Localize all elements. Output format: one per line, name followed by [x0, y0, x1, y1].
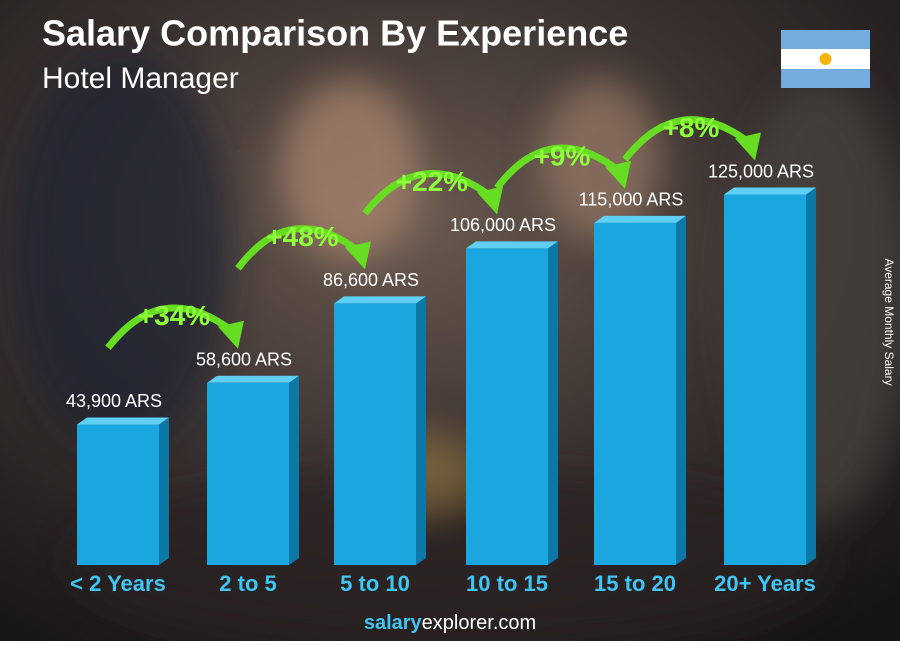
value-label: 86,600 ARS — [323, 270, 419, 290]
flag — [781, 30, 870, 88]
footer-bold: salary — [364, 612, 423, 634]
change-arrow — [362, 170, 494, 216]
x-tick-label: 5 to 10 — [340, 571, 410, 596]
bar — [594, 222, 676, 566]
footer: salaryexplorer.com — [364, 612, 536, 634]
bar — [77, 424, 159, 565]
change-arrowhead — [605, 160, 631, 189]
change-label: +34% — [138, 300, 210, 331]
bar-top — [724, 187, 816, 195]
change-arrowhead — [345, 241, 371, 270]
change-arrow — [494, 144, 622, 190]
bar-top — [466, 241, 558, 249]
bar-top — [334, 296, 426, 304]
change-arrow — [622, 116, 752, 162]
value-label: 43,900 ARS — [66, 391, 162, 411]
bar — [724, 194, 806, 565]
bar-side — [289, 375, 299, 565]
x-tick-label: 15 to 20 — [594, 571, 676, 596]
bar-top — [594, 215, 686, 223]
value-label: 58,600 ARS — [196, 350, 292, 370]
bar-top — [207, 375, 299, 383]
bar — [466, 248, 548, 565]
bar — [207, 382, 289, 565]
change-label: +9% — [534, 140, 591, 171]
bar-side — [548, 241, 558, 565]
x-tick-label: 10 to 15 — [466, 571, 548, 596]
bar-side — [416, 296, 426, 565]
x-tick-label: 2 to 5 — [219, 571, 276, 596]
change-arrowhead — [218, 320, 244, 349]
value-label: 125,000 ARS — [708, 161, 814, 181]
change-label: +48% — [266, 221, 338, 252]
y-axis-label: Average Monthly Salary — [882, 258, 896, 385]
value-label: 115,000 ARS — [579, 190, 684, 210]
bar-side — [806, 187, 816, 565]
value-label: 106,000 ARS — [450, 215, 556, 235]
footer-rest: explorer.com — [422, 612, 537, 634]
chart-subtitle: Hotel Manager — [42, 62, 239, 95]
change-arrow — [235, 225, 362, 271]
bar-top — [77, 417, 169, 425]
bar-side — [159, 417, 169, 565]
change-label: +8% — [663, 112, 720, 143]
change-label: +22% — [396, 166, 468, 197]
x-tick-label: 20+ Years — [714, 571, 816, 596]
bar — [334, 303, 416, 565]
chart-title: Salary Comparison By Experience — [42, 13, 628, 54]
change-arrowhead — [735, 132, 761, 161]
change-arrowhead — [477, 186, 503, 215]
change-arrow — [105, 304, 235, 350]
bar-side — [676, 215, 686, 566]
x-tick-label: < 2 Years — [70, 571, 166, 596]
